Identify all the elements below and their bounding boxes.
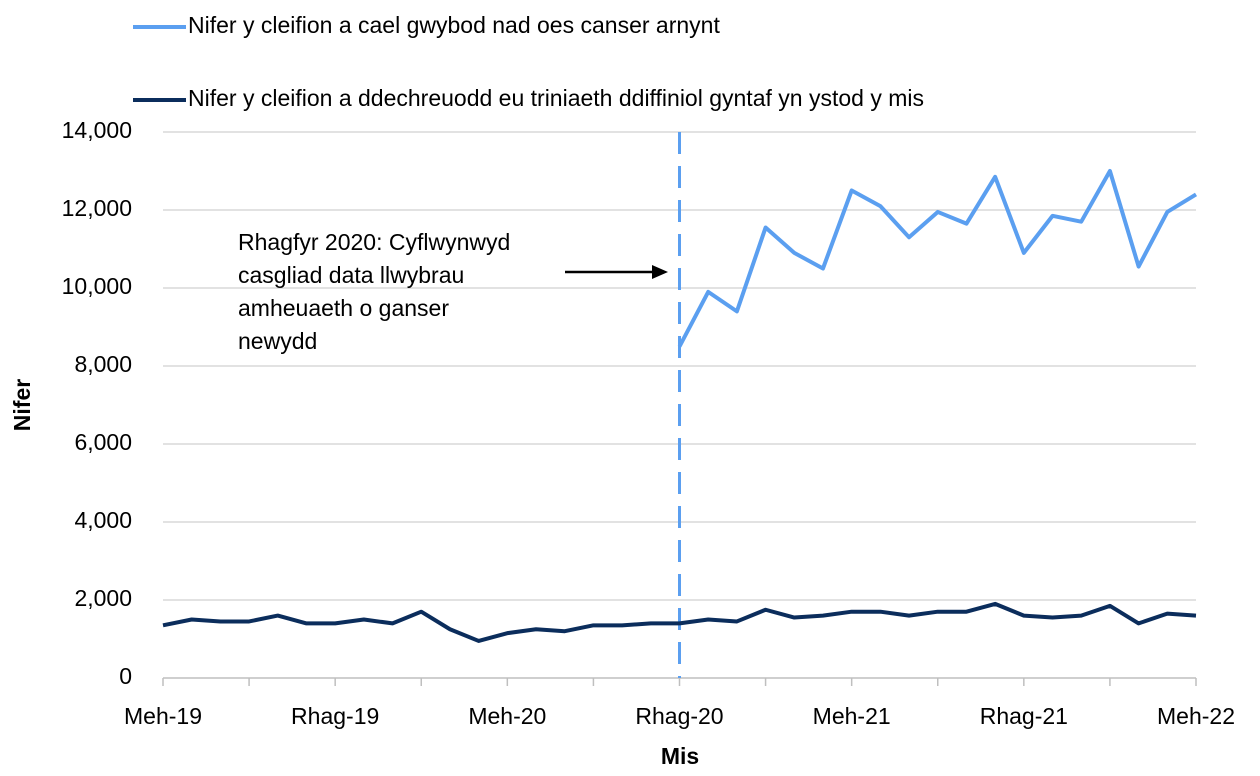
- y-tick-label: 4,000: [74, 507, 132, 533]
- x-tick-label: Meh-21: [813, 703, 891, 729]
- x-tick-label: Meh-20: [468, 703, 546, 729]
- annotation-arrowhead: [652, 265, 668, 279]
- y-tick-label: 2,000: [74, 585, 132, 611]
- legend-label: Nifer y cleifion a cael gwybod nad oes c…: [188, 12, 720, 38]
- annotation-text: newydd: [238, 328, 317, 354]
- y-tick-label: 0: [119, 663, 132, 689]
- annotation-text: amheuaeth o ganser: [238, 295, 449, 321]
- x-tick-label: Meh-22: [1157, 703, 1235, 729]
- annotation-text: casgliad data llwybrau: [238, 262, 464, 288]
- x-tick-label: Rhag-21: [980, 703, 1068, 729]
- x-tick-label: Rhag-20: [635, 703, 723, 729]
- y-tick-label: 14,000: [62, 117, 132, 143]
- legend-label: Nifer y cleifion a ddechreuodd eu trinia…: [188, 85, 924, 111]
- series-line: [162, 601, 1197, 643]
- x-tick-label: Meh-19: [124, 703, 202, 729]
- y-tick-label: 8,000: [74, 351, 132, 377]
- y-tick-label: 12,000: [62, 195, 132, 221]
- annotation-text: Rhagfyr 2020: Cyflwynwyd: [238, 229, 510, 255]
- x-tick-label: Rhag-19: [291, 703, 379, 729]
- y-axis-title: Nifer: [9, 379, 35, 431]
- series-line: [677, 169, 1198, 348]
- x-axis-title: Mis: [661, 743, 699, 769]
- y-tick-label: 6,000: [74, 429, 132, 455]
- y-tick-label: 10,000: [62, 273, 132, 299]
